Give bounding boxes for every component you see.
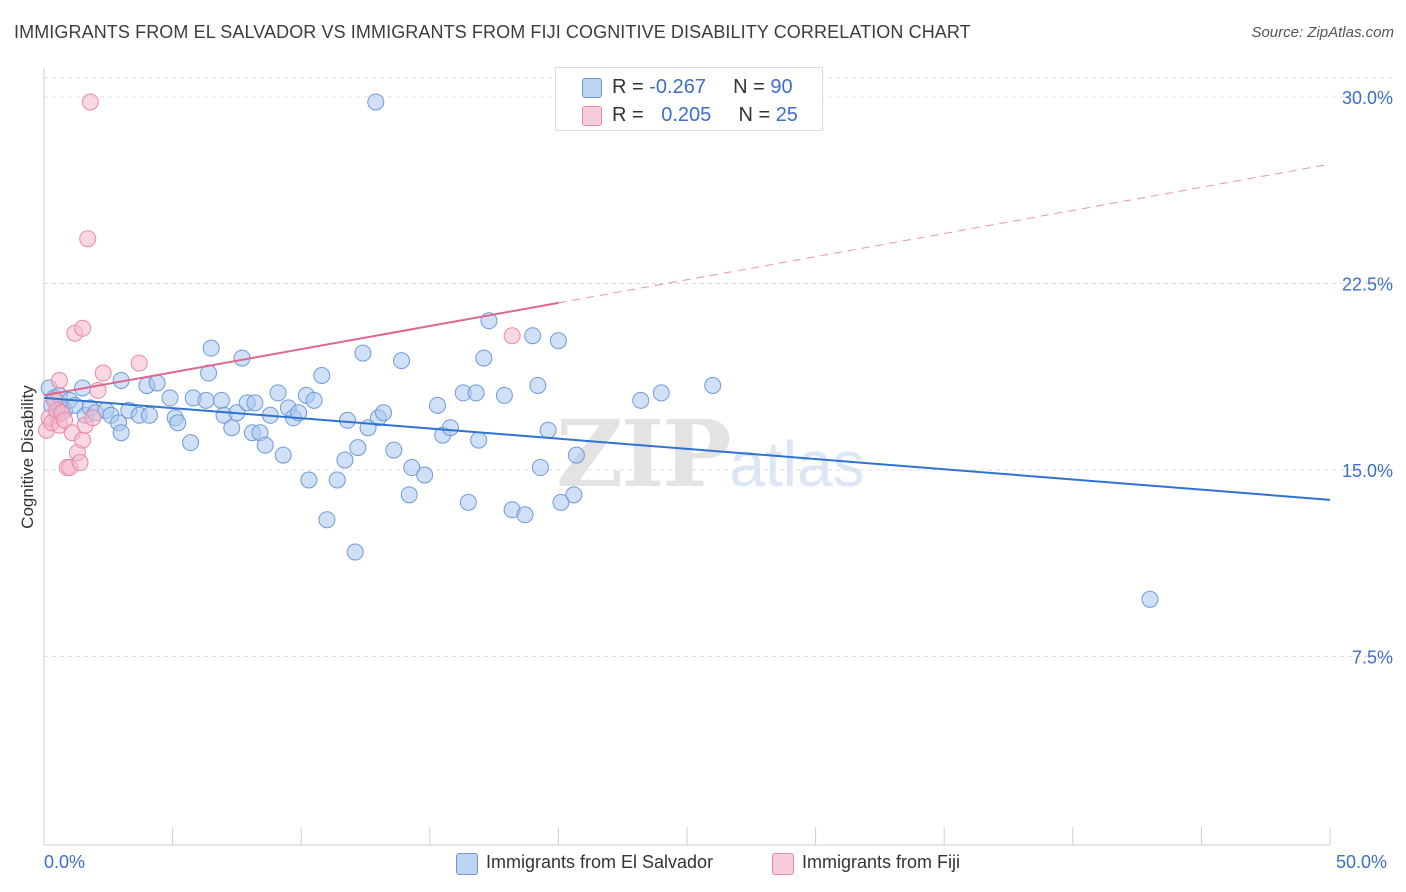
y-tick-label: 22.5% bbox=[1342, 275, 1393, 295]
point-el-salvador bbox=[197, 391, 215, 409]
point-el-salvador bbox=[470, 431, 488, 449]
point-el-salvador bbox=[529, 376, 547, 394]
point-el-salvador bbox=[169, 414, 187, 432]
point-el-salvador bbox=[300, 471, 318, 489]
point-el-salvador bbox=[704, 376, 722, 394]
legend-r-value-blue: -0.267 bbox=[649, 76, 706, 98]
point-fiji bbox=[56, 411, 74, 429]
point-el-salvador bbox=[336, 451, 354, 469]
point-el-salvador bbox=[148, 374, 166, 392]
legend-n-value-pink: 25 bbox=[775, 104, 798, 126]
point-el-salvador bbox=[256, 436, 274, 454]
point-el-salvador bbox=[1141, 590, 1159, 608]
trendline-fiji-extension bbox=[558, 163, 1331, 304]
point-fiji bbox=[84, 409, 102, 427]
y-tick-label: 30.0% bbox=[1342, 88, 1393, 108]
legend-n-label-blue: N = bbox=[733, 76, 771, 98]
point-el-salvador bbox=[269, 384, 287, 402]
point-fiji bbox=[81, 93, 99, 111]
point-fiji bbox=[503, 327, 521, 345]
point-el-salvador bbox=[495, 386, 513, 404]
point-el-salvador bbox=[182, 434, 200, 452]
point-el-salvador bbox=[274, 446, 292, 464]
bottom-legend-label-blue: Immigrants from El Salvador bbox=[486, 852, 714, 872]
trendline-el-salvador bbox=[43, 396, 1331, 501]
point-fiji bbox=[94, 364, 112, 382]
point-el-salvador bbox=[354, 344, 372, 362]
point-el-salvador bbox=[531, 459, 549, 477]
bottom-legend-label-pink: Immigrants from Fiji bbox=[802, 852, 961, 872]
x-tick-label-max: 50.0% bbox=[1336, 852, 1388, 872]
point-el-salvador bbox=[539, 421, 557, 439]
y-tick-label: 7.5% bbox=[1352, 648, 1393, 668]
point-el-salvador bbox=[565, 486, 583, 504]
chart-title: IMMIGRANTS FROM EL SALVADOR VS IMMIGRANT… bbox=[14, 22, 971, 42]
point-el-salvador bbox=[632, 391, 650, 409]
point-el-salvador bbox=[375, 404, 393, 422]
point-el-salvador bbox=[403, 459, 421, 477]
point-el-salvador bbox=[524, 327, 542, 345]
legend-n-value-blue: 90 bbox=[770, 76, 793, 98]
point-el-salvador bbox=[349, 439, 367, 457]
legend-r-value-pink: 0.205 bbox=[661, 104, 712, 126]
stats-legend: R = -0.267 N = 90 R = 0.205 N = 25 bbox=[555, 67, 823, 131]
point-el-salvador bbox=[328, 471, 346, 489]
point-el-salvador bbox=[516, 506, 534, 524]
point-el-salvador bbox=[429, 396, 447, 414]
legend-swatch-pink bbox=[582, 106, 602, 126]
point-el-salvador bbox=[305, 391, 323, 409]
point-el-salvador bbox=[400, 486, 418, 504]
watermark-atlas: atlas bbox=[729, 428, 865, 500]
point-fiji bbox=[74, 319, 92, 337]
point-el-salvador bbox=[246, 394, 264, 412]
point-el-salvador bbox=[223, 419, 241, 437]
y-tick-label: 15.0% bbox=[1342, 461, 1393, 481]
point-el-salvador bbox=[467, 384, 485, 402]
point-el-salvador bbox=[338, 411, 356, 429]
point-el-salvador bbox=[549, 332, 567, 350]
point-fiji bbox=[79, 230, 97, 248]
point-el-salvador bbox=[652, 384, 670, 402]
legend-r-label-pink: R = bbox=[612, 104, 650, 126]
bottom-legend-swatch-pink bbox=[772, 853, 794, 875]
point-el-salvador bbox=[318, 511, 336, 529]
watermark-zip: ZIP bbox=[556, 400, 731, 508]
x-tick-label-min: 0.0% bbox=[44, 852, 86, 872]
point-el-salvador bbox=[393, 352, 411, 370]
point-el-salvador bbox=[112, 424, 130, 442]
point-fiji bbox=[71, 454, 89, 472]
point-fiji bbox=[130, 354, 148, 372]
point-el-salvador bbox=[367, 93, 385, 111]
point-el-salvador bbox=[202, 339, 220, 357]
source-label: Source: ZipAtlas.com bbox=[1251, 24, 1394, 41]
point-el-salvador bbox=[475, 349, 493, 367]
point-fiji bbox=[50, 371, 68, 389]
legend-swatch-blue bbox=[582, 78, 602, 98]
point-el-salvador bbox=[313, 367, 331, 385]
point-el-salvador bbox=[161, 389, 179, 407]
bottom-legend-swatch-blue bbox=[456, 853, 478, 875]
y-axis-title: Cognitive Disability bbox=[18, 385, 37, 529]
legend-n-label-pink: N = bbox=[738, 104, 776, 126]
point-el-salvador bbox=[416, 466, 434, 484]
legend-r-label-blue: R = bbox=[612, 76, 650, 98]
point-el-salvador bbox=[567, 446, 585, 464]
point-el-salvador bbox=[441, 419, 459, 437]
point-el-salvador bbox=[212, 391, 230, 409]
point-fiji bbox=[74, 431, 92, 449]
point-el-salvador bbox=[552, 493, 570, 511]
point-el-salvador bbox=[385, 441, 403, 459]
trendline-fiji bbox=[43, 301, 559, 397]
point-el-salvador bbox=[459, 493, 477, 511]
watermark: ZIPatlas bbox=[556, 400, 865, 508]
point-el-salvador bbox=[346, 543, 364, 561]
point-el-salvador bbox=[140, 406, 158, 424]
